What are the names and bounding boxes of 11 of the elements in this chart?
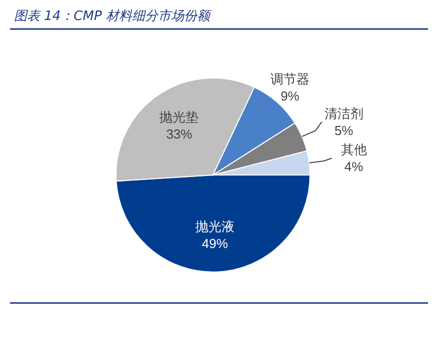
data-label: 5% bbox=[334, 122, 354, 138]
slice-label: 抛光液 bbox=[195, 220, 234, 236]
data-label: 4% bbox=[344, 159, 364, 174]
slice-label: 调节器 bbox=[270, 72, 310, 88]
slice-label: 抛光垫 bbox=[160, 110, 199, 126]
slice-label: 清洁剂 bbox=[324, 106, 364, 122]
chart-title: 图表 14：CMP 材料细分市场份额 bbox=[14, 9, 212, 24]
data-label: 49% bbox=[202, 236, 228, 252]
data-label: 33% bbox=[166, 126, 193, 142]
data-label: 9% bbox=[280, 88, 300, 104]
slice-label: 其他 bbox=[340, 143, 367, 158]
